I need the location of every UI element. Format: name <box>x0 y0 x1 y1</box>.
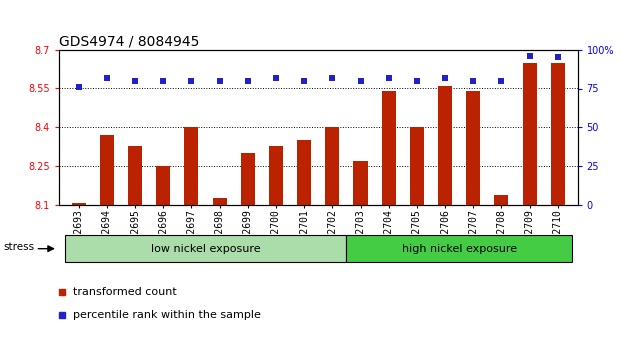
Bar <box>241 153 255 205</box>
Bar <box>494 195 509 205</box>
Bar <box>65 235 347 262</box>
Point <box>243 78 253 84</box>
Bar <box>347 235 572 262</box>
Point <box>158 78 168 84</box>
Point <box>299 78 309 84</box>
Point <box>356 78 366 84</box>
Bar <box>71 203 86 205</box>
Text: transformed count: transformed count <box>73 287 177 297</box>
Bar <box>382 91 396 205</box>
Bar <box>551 63 565 205</box>
Bar <box>128 145 142 205</box>
Bar <box>269 145 283 205</box>
Text: low nickel exposure: low nickel exposure <box>151 244 260 254</box>
Point <box>327 75 337 80</box>
Bar <box>156 166 170 205</box>
Bar <box>466 91 480 205</box>
Bar <box>438 86 452 205</box>
Point <box>102 75 112 80</box>
Bar <box>212 198 227 205</box>
Point <box>130 78 140 84</box>
Bar <box>523 63 537 205</box>
Text: stress: stress <box>3 242 34 252</box>
Point <box>553 55 563 60</box>
Point <box>215 78 225 84</box>
Point <box>186 78 196 84</box>
Point <box>525 53 535 59</box>
Point <box>496 78 506 84</box>
Text: high nickel exposure: high nickel exposure <box>402 244 517 254</box>
Point <box>468 78 478 84</box>
Point <box>74 84 84 90</box>
Point <box>440 75 450 80</box>
Bar <box>325 127 340 205</box>
Text: percentile rank within the sample: percentile rank within the sample <box>73 310 261 320</box>
Point <box>412 78 422 84</box>
Text: GDS4974 / 8084945: GDS4974 / 8084945 <box>59 34 199 48</box>
Bar <box>297 141 311 205</box>
Bar <box>100 135 114 205</box>
Point <box>271 75 281 80</box>
Bar <box>184 127 199 205</box>
Bar <box>410 127 424 205</box>
Bar <box>353 161 368 205</box>
Point <box>384 75 394 80</box>
